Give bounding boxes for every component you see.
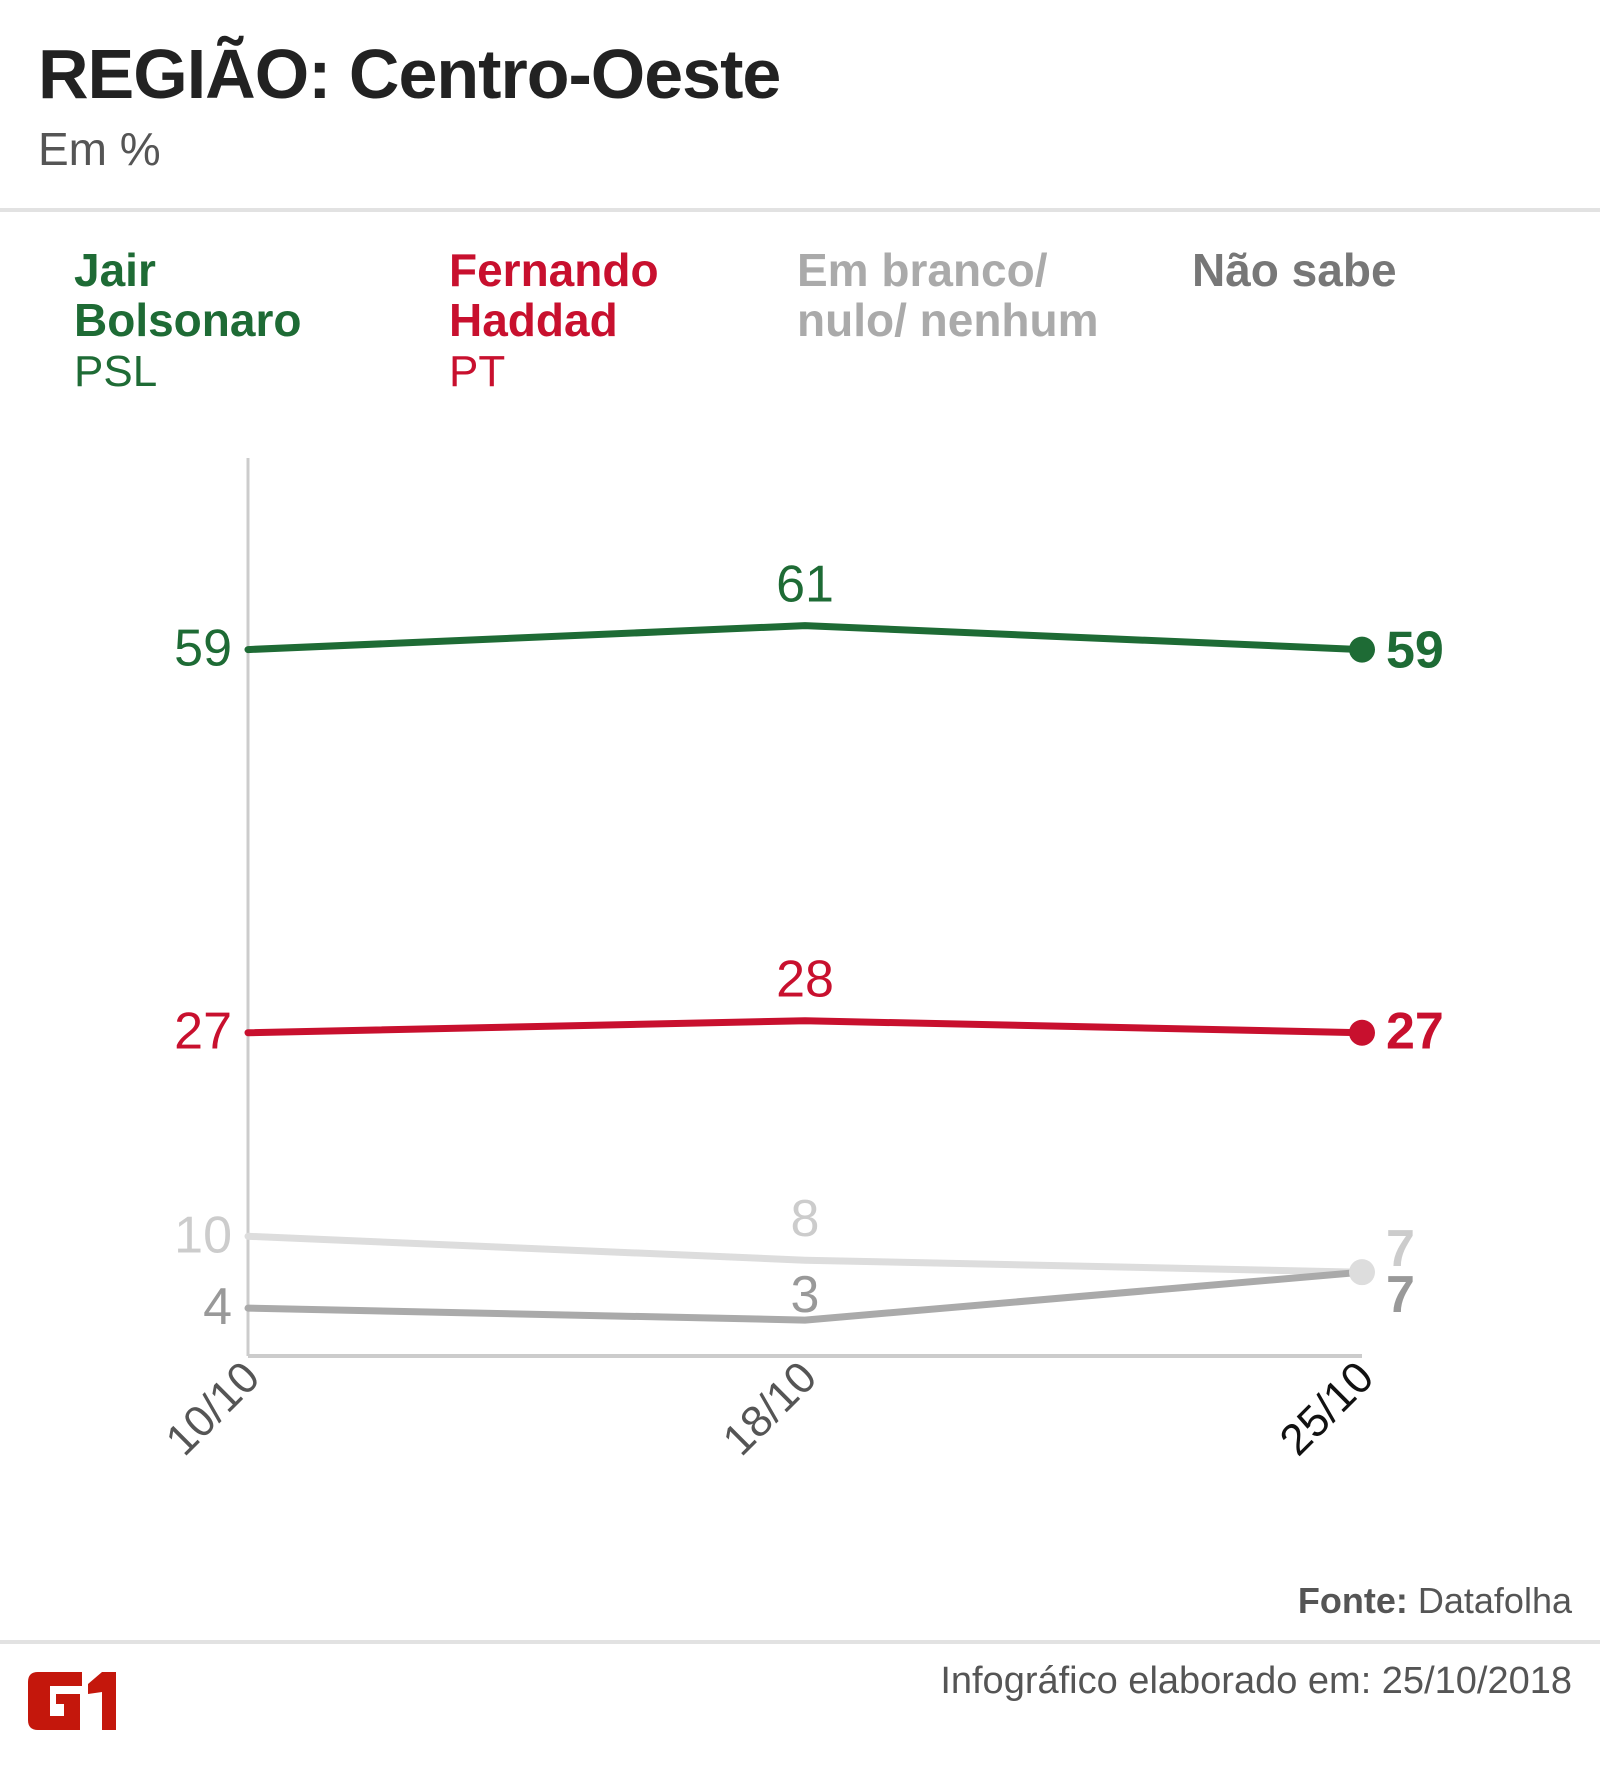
- line-chart: 10/10 18/10 25/10 59 61 59 27 28 27 10 8 7 4 3 7: [157, 458, 1444, 1465]
- data-label: 8: [791, 1190, 820, 1248]
- legend-name: Fernando: [449, 244, 659, 296]
- legend-party: PSL: [74, 347, 158, 396]
- g1-logo: [24, 1670, 120, 1736]
- source-label: Fonte:: [1297, 1580, 1408, 1621]
- series-end-point: [1349, 1259, 1375, 1286]
- data-label: 59: [1386, 622, 1444, 680]
- legend-item-bolsonaro: Jair Bolsonaro PSL: [74, 245, 301, 399]
- legend-item-nao-sabe: Não sabe: [1192, 245, 1397, 295]
- legend-name: nulo/ nenhum: [797, 294, 1099, 346]
- data-label: 61: [776, 556, 834, 614]
- data-label: 3: [791, 1266, 820, 1324]
- legend-name: Jair: [74, 244, 156, 296]
- data-label: 28: [776, 951, 834, 1009]
- data-label: 10: [174, 1206, 232, 1264]
- legend-name: Não sabe: [1192, 244, 1397, 296]
- made-on-note: Infográfico elaborado em: 25/10/2018: [940, 1660, 1572, 1702]
- legend-item-em-branco: Em branco/ nulo/ nenhum: [797, 245, 1099, 345]
- legend-party: PT: [449, 347, 506, 396]
- data-label: 7: [1386, 1266, 1415, 1324]
- series-line: [244, 1232, 1366, 1276]
- series-end-point: [1349, 636, 1375, 663]
- footer-divider: [0, 1640, 1600, 1644]
- x-tick-label: 18/10: [714, 1352, 827, 1465]
- data-label: 27: [174, 1003, 232, 1061]
- series-end-point: [1349, 1019, 1375, 1046]
- header-divider: [0, 208, 1600, 212]
- data-label: 7: [1386, 1220, 1415, 1278]
- series-line: [244, 1017, 1366, 1037]
- legend-name: Haddad: [449, 294, 618, 346]
- g1-logo-icon: [28, 1672, 116, 1730]
- legend-name: Em branco/: [797, 244, 1048, 296]
- source-note: Fonte: Datafolha: [1298, 1580, 1572, 1622]
- series-line: [244, 622, 1366, 654]
- data-label: 27: [1386, 1003, 1444, 1061]
- series-line: [244, 1268, 1366, 1324]
- data-label: 59: [174, 620, 232, 678]
- data-label: 4: [203, 1278, 232, 1336]
- legend-item-haddad: Fernando Haddad PT: [449, 245, 659, 399]
- source-value: Datafolha: [1417, 1580, 1572, 1621]
- x-tick-label: 10/10: [157, 1352, 270, 1465]
- legend-name: Bolsonaro: [74, 294, 302, 346]
- x-tick-label: 25/10: [1271, 1352, 1384, 1465]
- page-title: REGIÃO: Centro-Oeste: [38, 35, 781, 113]
- page-subtitle: Em %: [38, 123, 161, 175]
